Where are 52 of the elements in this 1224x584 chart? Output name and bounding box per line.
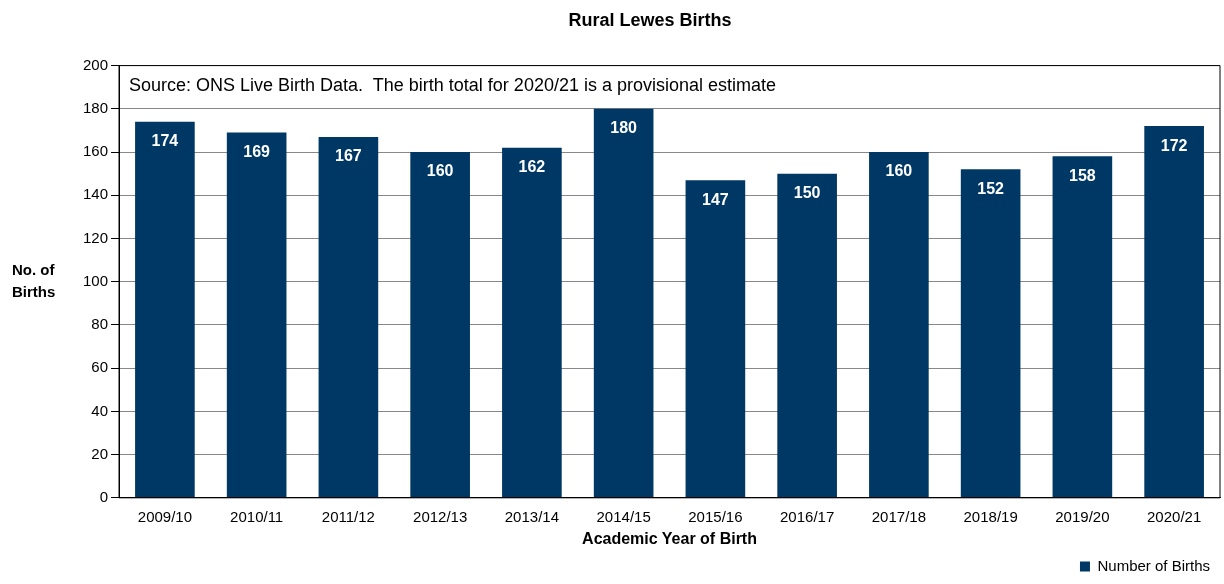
x-tick-label: 2011/12 [321, 507, 375, 525]
data-label: 172 [1160, 136, 1188, 154]
data-label: 160 [885, 162, 913, 180]
bar [226, 132, 287, 498]
x-tick-label: 2016/17 [780, 507, 835, 525]
y-tick-label: 100 [83, 271, 109, 289]
data-label: 167 [335, 147, 362, 165]
data-label: 152 [977, 179, 1005, 197]
data-label: 160 [426, 162, 454, 180]
bar [135, 121, 195, 498]
y-tick-label: 140 [83, 185, 109, 203]
x-tick-label: 2015/16 [688, 507, 743, 525]
bar [869, 152, 929, 498]
y-tick-label: 80 [91, 315, 109, 333]
x-tick-label: 2010/11 [230, 507, 284, 525]
chart-title: Rural Lewes Births [568, 9, 732, 30]
y-tick-label: 120 [83, 228, 109, 246]
x-tick-label: 2017/18 [871, 507, 926, 525]
x-tick-label: 2013/14 [504, 507, 560, 525]
x-axis-title: Academic Year of Birth [582, 529, 757, 547]
bar [685, 180, 746, 498]
bar [593, 108, 654, 498]
y-tick-label: 0 [99, 487, 109, 505]
bar [1144, 126, 1204, 498]
y-tick-label: 180 [83, 98, 109, 116]
x-tick-label: 2012/13 [413, 507, 468, 525]
data-label: 180 [610, 119, 638, 137]
x-tick-label: 2014/15 [596, 507, 651, 525]
bar [410, 152, 470, 498]
bar [502, 147, 562, 498]
x-tick-label: 2019/20 [1055, 507, 1110, 525]
data-label: 147 [702, 190, 729, 208]
x-tick-label: 2009/10 [137, 507, 193, 525]
y-tick-label: 20 [91, 444, 109, 462]
legend-label: Number of Births [1097, 556, 1211, 574]
y-axis-title: No. of Births [12, 260, 56, 300]
bar [318, 136, 379, 498]
data-label: 169 [243, 143, 271, 160]
data-label: 158 [1069, 166, 1096, 184]
x-tick-label: 2018/19 [963, 507, 1018, 525]
data-label: 162 [518, 158, 546, 176]
y-tick-label: 40 [91, 401, 109, 419]
y-tick-label: 200 [83, 55, 109, 73]
y-tick-label: 60 [91, 358, 109, 376]
bar [1052, 156, 1113, 498]
data-label: 174 [151, 132, 179, 150]
annotation: Source: ONS Live Birth Data. The birth total for 2020/21 is a provisional estimate [129, 74, 777, 95]
data-label: 150 [793, 184, 821, 202]
bar [777, 173, 837, 498]
y-tick-label: 160 [83, 142, 109, 160]
bar [960, 169, 1021, 498]
x-tick-label: 2020/21 [1147, 507, 1202, 525]
